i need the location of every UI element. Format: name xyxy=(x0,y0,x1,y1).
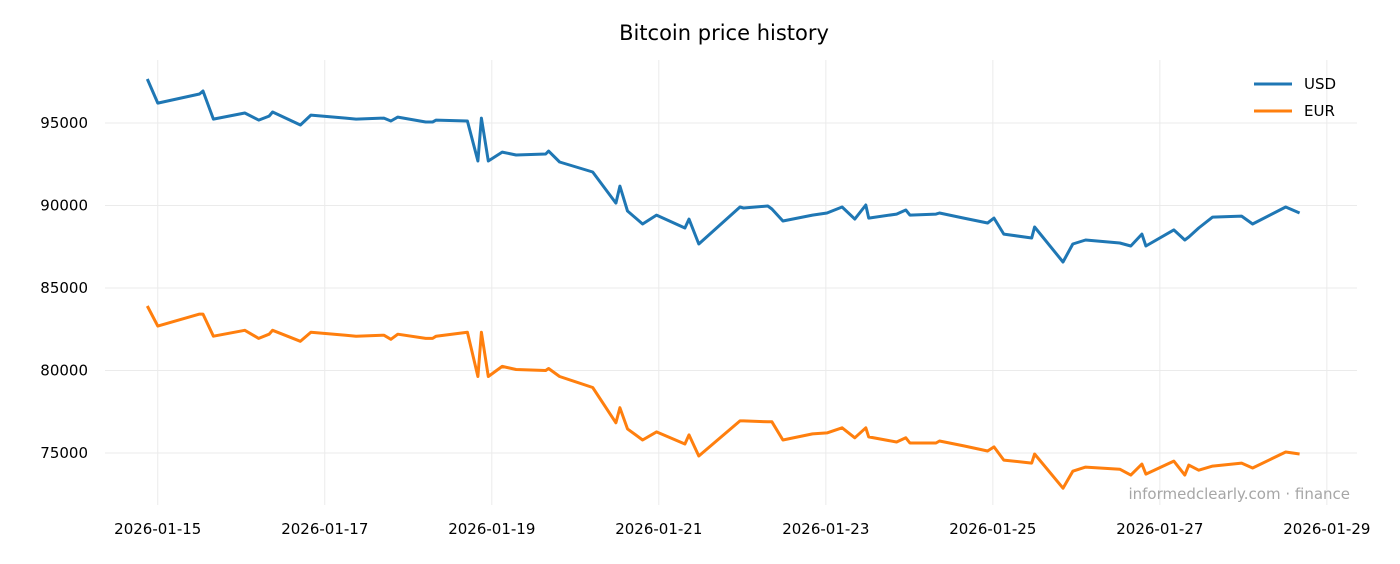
x-tick-label: 2026-01-29 xyxy=(1283,520,1370,538)
watermark: informedclearly.com · finance xyxy=(1128,485,1350,503)
series-line-eur xyxy=(145,305,1300,490)
y-tick-label: 75000 xyxy=(40,444,88,462)
x-tick-label: 2026-01-23 xyxy=(782,520,869,538)
x-tick-label: 2026-01-21 xyxy=(615,520,702,538)
series-lines xyxy=(145,78,1301,490)
y-tick-label: 95000 xyxy=(40,114,88,132)
x-tick-label: 2026-01-15 xyxy=(114,520,201,538)
legend-label: EUR xyxy=(1304,102,1335,120)
legend: USD EUR xyxy=(1254,75,1336,120)
chart-title: Bitcoin price history xyxy=(619,21,829,45)
series-line-usd xyxy=(145,78,1301,264)
x-tick-label: 2026-01-17 xyxy=(281,520,368,538)
y-tick-label: 85000 xyxy=(40,279,88,297)
y-tick-label: 90000 xyxy=(40,197,88,215)
y-axis: 75000 80000 85000 90000 95000 xyxy=(40,114,88,462)
x-tick-label: 2026-01-27 xyxy=(1116,520,1203,538)
x-axis: 2026-01-15 2026-01-17 2026-01-19 2026-01-21… xyxy=(114,520,1370,538)
legend-label: USD xyxy=(1304,75,1336,93)
grid xyxy=(105,60,1357,505)
y-tick-label: 80000 xyxy=(40,362,88,380)
x-tick-label: 2026-01-25 xyxy=(949,520,1036,538)
x-tick-label: 2026-01-19 xyxy=(448,520,535,538)
